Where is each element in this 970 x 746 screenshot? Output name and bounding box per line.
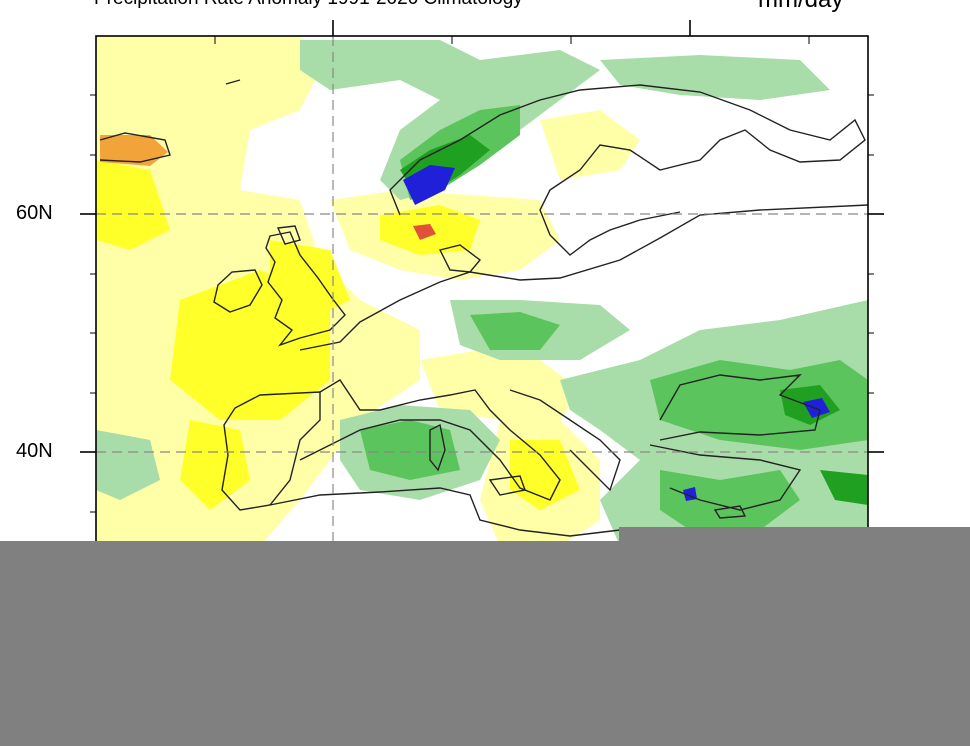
green-region-west-coast <box>96 430 160 500</box>
green-core-black-sea <box>650 360 868 450</box>
coastline-cyprus <box>713 505 747 519</box>
units-label: mm/day <box>758 0 843 14</box>
blue-core-norway <box>403 165 455 205</box>
yellow-core-uk <box>270 240 350 320</box>
green-core-turkey <box>660 470 800 530</box>
coastline-corsica-sardinia <box>429 423 446 472</box>
redaction-bar <box>0 541 970 746</box>
minor-ticks <box>90 36 874 513</box>
coastline-scotland-islands <box>276 225 301 245</box>
anomaly-shading <box>96 36 868 546</box>
yellow-core-west-coast <box>96 160 170 250</box>
coastline-great-britain <box>265 231 346 347</box>
yellow-core-iberia-south <box>180 420 250 510</box>
orange-spot-norway <box>413 224 436 240</box>
green-core-central <box>470 312 560 350</box>
yellow-region-scandinavia <box>540 110 640 180</box>
latitude-label-40n: 40N <box>16 440 53 462</box>
coastline-turkey <box>649 444 802 511</box>
coastline-balkans <box>509 389 621 492</box>
coastline-france-italy <box>299 379 561 501</box>
coastline-denmark <box>438 244 482 273</box>
gridlines <box>96 36 868 546</box>
dark-green-east <box>820 470 868 505</box>
coastline-north-blob <box>225 79 241 85</box>
coastline-west-blob <box>99 132 171 163</box>
yellow-region-central <box>420 350 580 420</box>
green-core-mediterranean <box>360 420 460 480</box>
coastlines <box>99 79 868 537</box>
coastline-scandinavia <box>389 84 866 256</box>
coastline-sicily <box>488 475 526 496</box>
yellow-core-balkans <box>510 440 580 510</box>
orange-spot-west <box>100 135 168 166</box>
coastline-iberia <box>221 391 321 511</box>
map-title: Precipitation Rate Anomaly 1991-2020 Cli… <box>94 0 523 10</box>
coastline-western-europe <box>299 204 868 351</box>
latitude-label-60n: 60N <box>16 202 53 224</box>
green-region-north <box>300 40 600 200</box>
coastline-north-africa <box>269 487 621 537</box>
coastline-ireland <box>213 269 263 313</box>
tick-marks <box>80 20 884 453</box>
green-region-far-north <box>600 55 830 100</box>
coastline-black-sea <box>659 374 821 441</box>
